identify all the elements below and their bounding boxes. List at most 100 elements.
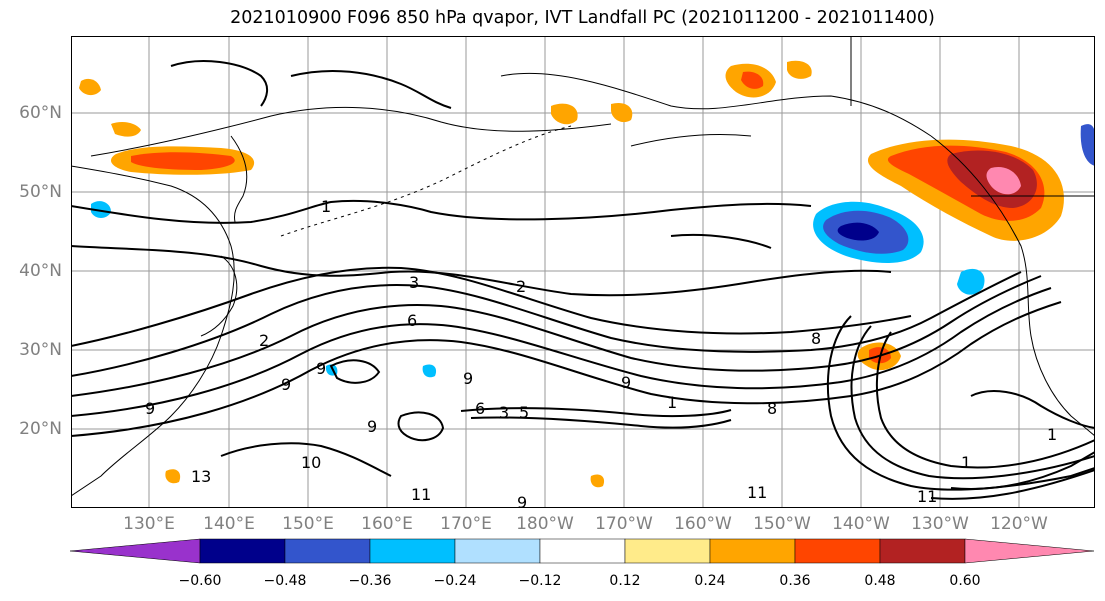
fill-patch-nw-orange xyxy=(111,122,141,137)
ivt-contours xyxy=(71,60,1095,500)
contour-thin-2 xyxy=(630,133,752,147)
contour-line-18 xyxy=(220,442,392,477)
contour-label: 9 xyxy=(463,369,473,388)
contour-label: 1 xyxy=(667,393,677,412)
coast-asia xyxy=(71,165,235,497)
fill-patch-tropics-blue2 xyxy=(422,364,437,378)
colorbar-segment xyxy=(879,538,966,564)
contour-line-2 xyxy=(71,245,892,297)
map-frame xyxy=(71,36,1095,508)
fill-patch-right-edge-blue xyxy=(1080,124,1095,166)
contour-line-16 xyxy=(170,60,268,107)
contour-line-9 xyxy=(470,416,732,429)
contour-line-11 xyxy=(850,325,1095,480)
coast-canada-border xyxy=(850,36,1095,197)
contour-label: 9 xyxy=(367,417,377,436)
contour-label: 8 xyxy=(767,399,777,418)
lon-label-130e: 130°E xyxy=(123,514,175,534)
contour-label: 3 xyxy=(409,273,419,292)
colorbar-extend-low xyxy=(70,538,201,564)
lon-label-140w: 140°W xyxy=(832,514,890,534)
contour-line-17 xyxy=(670,233,772,249)
contour-label: 9 xyxy=(621,373,631,392)
contour-labels: 1 2 3 6 9 9 9 6 3 5 2 9 11 11 9 8 9 11 1… xyxy=(145,197,1057,508)
lon-label-140e: 140°E xyxy=(203,514,255,534)
fill-patch-gulf-blue-core xyxy=(837,222,879,241)
ivt-contours-thin xyxy=(90,106,752,157)
lon-label-150e: 150°E xyxy=(282,514,334,534)
lon-label-120w: 120°W xyxy=(990,514,1048,534)
lon-label-160e: 160°E xyxy=(361,514,413,534)
contour-label: 11 xyxy=(917,487,937,506)
fill-patch-north-orange2 xyxy=(787,60,812,79)
colorbar-segment xyxy=(709,538,796,564)
coast-kamchatka xyxy=(230,135,248,223)
contour-label: 2 xyxy=(259,331,269,350)
fill-patch-pnw-blue xyxy=(957,268,985,295)
fill-patch-central-orange xyxy=(551,103,578,125)
contour-label: 1 xyxy=(1047,425,1057,444)
fill-patch-central-orange2 xyxy=(611,102,633,123)
colorbar-segments xyxy=(70,538,1095,564)
contour-line-6 xyxy=(71,287,1052,417)
contour-line-3 xyxy=(71,266,912,347)
coastlines xyxy=(71,36,1095,497)
colorbar-tick-label: 0.36 xyxy=(779,573,811,589)
coast-alaska xyxy=(500,72,932,137)
coast-aleutians xyxy=(280,125,572,237)
lon-label-170e: 170°E xyxy=(440,514,492,534)
contour-label: 6 xyxy=(475,399,485,418)
contour-label: 1 xyxy=(961,453,971,472)
contour-label: 5 xyxy=(519,403,529,422)
contour-label: 10 xyxy=(301,453,321,472)
contour-label: 6 xyxy=(407,311,417,330)
lon-label-170w: 170°W xyxy=(595,514,653,534)
fill-patch-kamchatka-core xyxy=(131,152,235,170)
contour-line-20 xyxy=(970,390,1095,429)
lat-label-20n: 20°N xyxy=(19,419,62,439)
lon-label-180w: 180°W xyxy=(516,514,574,534)
contour-line-5 xyxy=(71,275,1042,397)
contour-line-13 xyxy=(950,451,1095,491)
figure-title: 2021010900 F096 850 hPa qvapor, IVT Land… xyxy=(230,8,935,28)
contour-label: 3 xyxy=(499,403,509,422)
contour-line-14 xyxy=(930,469,1095,500)
lon-label-160w: 160°W xyxy=(674,514,732,534)
colorbar-segment xyxy=(539,538,626,564)
map-background xyxy=(71,36,1095,508)
colorbar-tick-label: 0.24 xyxy=(694,573,726,589)
contour-label: 1 xyxy=(321,197,331,216)
contour-line-1 xyxy=(71,199,812,224)
contour-label: 8 xyxy=(811,329,821,348)
contour-line-12 xyxy=(875,331,1095,469)
fill-patch-north-orange-core xyxy=(741,71,764,89)
contour-label: 11 xyxy=(411,485,431,504)
contour-label: 2 xyxy=(516,277,526,296)
fill-patch-nw-blue xyxy=(91,201,111,218)
colorbar-segment xyxy=(624,538,711,564)
contour-label: 11 xyxy=(747,483,767,502)
colorbar-tick-label: −0.12 xyxy=(518,573,562,589)
colorbar-segment xyxy=(199,538,286,564)
colorbar-tick-label: 0.48 xyxy=(864,573,896,589)
contour-line-8 xyxy=(460,407,732,418)
qvapor-fill-patches xyxy=(79,60,1095,488)
map-panel: 1 2 3 6 9 9 9 6 3 5 2 9 11 11 9 8 9 11 1… xyxy=(71,36,1095,508)
fill-patch-bc-pink xyxy=(986,166,1021,195)
fill-patch-tropics-orange xyxy=(590,474,605,488)
colorbar-tick-label: −0.24 xyxy=(433,573,477,589)
colorbar-segment xyxy=(369,538,456,564)
contour-thin-1 xyxy=(90,106,612,157)
contour-line-4 xyxy=(71,271,1022,377)
contour-line-21 xyxy=(329,359,381,384)
colorbar-segment xyxy=(454,538,541,564)
contour-label: 9 xyxy=(517,493,527,508)
colorbar-segment xyxy=(284,538,371,564)
lat-label-40n: 40°N xyxy=(19,261,62,281)
lat-label-50n: 50°N xyxy=(19,182,62,202)
colorbar-tick-label: −0.60 xyxy=(178,573,222,589)
colorbar-tick-label: −0.36 xyxy=(348,573,392,589)
colorbar-tick-label: 0.12 xyxy=(609,573,641,589)
lat-label-30n: 30°N xyxy=(19,340,62,360)
colorbar-tick-label: 0.60 xyxy=(949,573,981,589)
